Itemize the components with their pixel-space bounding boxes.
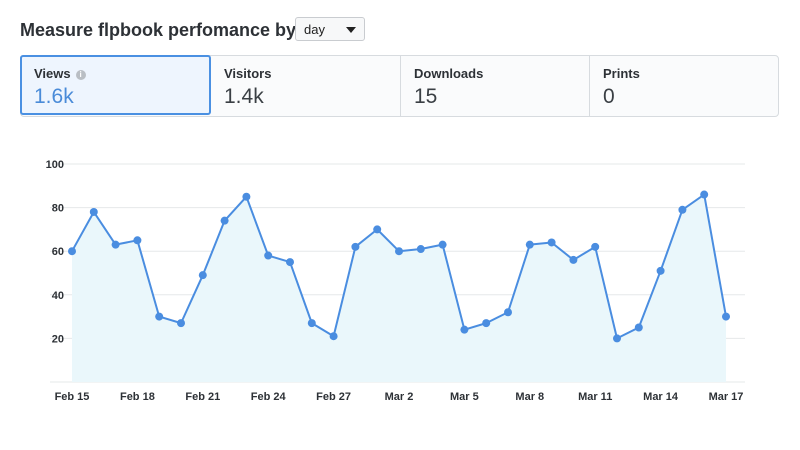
data-point — [220, 216, 229, 225]
data-point — [307, 319, 316, 328]
tab-downloads-value: 15 — [414, 85, 438, 108]
data-point — [547, 238, 556, 247]
data-point — [700, 190, 709, 199]
x-tick-label: Mar 14 — [643, 391, 679, 403]
data-point — [89, 207, 98, 216]
period-select-value: day — [304, 22, 325, 37]
data-point — [613, 334, 621, 343]
data-point — [438, 240, 447, 249]
chart-svg: 20 40 60 80 100 Feb 15 Feb 18 Feb 21 Feb 24 Feb 2… — [46, 159, 745, 403]
data-point — [678, 205, 687, 214]
y-tick-label: 20 — [52, 333, 64, 345]
data-point — [198, 271, 207, 280]
x-tick-label: Mar 8 — [515, 391, 544, 403]
y-tick-label: 80 — [52, 203, 64, 215]
x-tick-label: Feb 24 — [251, 391, 287, 403]
data-point — [242, 192, 251, 201]
x-tick-label: Mar 5 — [450, 391, 479, 403]
data-point — [504, 308, 512, 317]
tab-views-value: 1.6k — [34, 85, 74, 108]
x-tick-label: Mar 2 — [385, 391, 414, 403]
data-point — [722, 312, 730, 321]
x-tick-label: Feb 21 — [185, 391, 220, 403]
tab-downloads-label: Downloads — [414, 66, 484, 81]
tab-visitors-value: 1.4k — [224, 85, 264, 108]
data-point — [525, 240, 534, 249]
data-point — [286, 258, 294, 267]
metrics-tabs: Views i 1.6k Visitors 1.4k Downloads 15 P… — [20, 55, 779, 117]
header: Measure flpbook perfomance by day — [20, 16, 780, 46]
y-tick-label: 100 — [46, 159, 64, 171]
page-title: Measure flpbook perfomance by — [20, 20, 297, 40]
series-area — [72, 194, 726, 382]
period-select[interactable]: day — [295, 17, 365, 41]
x-tick-label: Feb 27 — [316, 391, 351, 403]
y-tick-label: 60 — [52, 246, 64, 258]
data-point — [329, 332, 338, 341]
data-point — [591, 242, 600, 251]
data-point — [656, 266, 665, 275]
data-point — [133, 236, 142, 245]
data-point — [351, 242, 360, 251]
data-point — [460, 325, 469, 334]
x-tick-label: Feb 18 — [120, 391, 155, 403]
data-point — [155, 312, 164, 321]
data-point — [373, 225, 382, 234]
tab-prints-value: 0 — [603, 85, 615, 108]
data-point — [264, 251, 273, 260]
chevron-down-icon — [346, 27, 356, 33]
data-point — [416, 245, 425, 254]
data-point — [395, 247, 403, 256]
data-point — [111, 240, 120, 249]
tab-visitors[interactable]: Visitors 1.4k — [211, 56, 401, 116]
data-point — [177, 319, 185, 328]
x-tick-label: Mar 17 — [709, 391, 744, 403]
data-point — [634, 323, 643, 332]
tab-visitors-label: Visitors — [224, 66, 272, 81]
tab-views[interactable]: Views i 1.6k — [20, 55, 211, 115]
data-point — [482, 319, 491, 328]
data-point — [68, 247, 76, 256]
tab-downloads[interactable]: Downloads 15 — [401, 56, 590, 116]
x-tick-label: Feb 15 — [55, 391, 90, 403]
tab-prints[interactable]: Prints 0 — [590, 56, 778, 116]
tab-prints-label: Prints — [603, 66, 640, 81]
y-tick-label: 40 — [52, 290, 64, 302]
x-tick-label: Mar 11 — [578, 391, 612, 403]
tab-views-label: Views — [34, 66, 71, 81]
data-point — [569, 255, 578, 264]
info-icon[interactable]: i — [75, 70, 86, 80]
views-chart: 20 40 60 80 100 Feb 15 Feb 18 Feb 21 Feb 24 Feb 2… — [0, 140, 800, 420]
